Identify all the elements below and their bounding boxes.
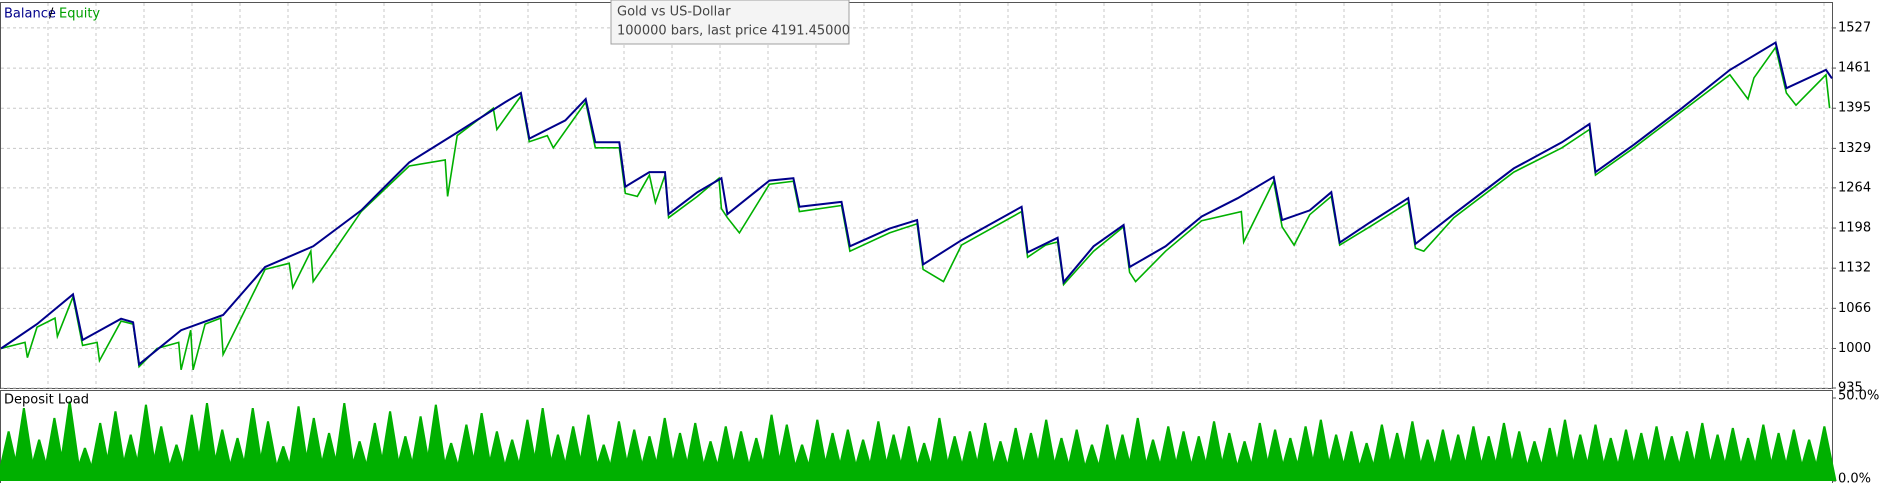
load-spike xyxy=(194,402,220,481)
tooltip-title: Gold vs US-Dollar xyxy=(617,5,731,20)
y-tick-label: 1066 xyxy=(1838,301,1871,316)
load-spike xyxy=(1217,432,1242,481)
load-spike xyxy=(805,419,830,481)
load-spike xyxy=(1644,426,1669,481)
load-spike xyxy=(1033,419,1059,481)
load-spike xyxy=(11,407,37,481)
load-spike xyxy=(1491,422,1517,481)
load-spike xyxy=(1552,419,1578,481)
y-tick-label: 1329 xyxy=(1838,141,1871,156)
load-spike xyxy=(1506,431,1532,481)
load-spike xyxy=(1751,424,1776,481)
load-spike xyxy=(1171,431,1196,481)
y-tick-label: 50.0% xyxy=(1838,389,1879,404)
load-spike xyxy=(133,404,159,481)
load-spike xyxy=(1400,421,1425,481)
y-tick-label: 1461 xyxy=(1838,61,1871,76)
load-spike xyxy=(774,424,800,481)
y-tick-label: 935 xyxy=(1838,381,1863,396)
tooltip: Gold vs US-Dollar 100000 bars, last pric… xyxy=(610,0,850,45)
panel-title: Deposit Load xyxy=(4,393,89,408)
tooltip-text: 100000 bars, last price 4191.45000 xyxy=(617,24,850,39)
y-tick-label: 1395 xyxy=(1838,101,1871,116)
load-spike xyxy=(57,401,82,481)
legend-balance: Balance xyxy=(4,7,56,22)
y-tick-label: 1000 xyxy=(1838,341,1871,356)
load-spike xyxy=(1247,422,1273,481)
load-spike xyxy=(1095,424,1120,481)
load-spike xyxy=(240,407,265,481)
load-spike xyxy=(835,429,861,481)
load-spike xyxy=(255,421,281,481)
load-spike xyxy=(1003,427,1028,481)
y-tick-label: 1132 xyxy=(1838,261,1871,276)
load-spike xyxy=(1339,431,1364,481)
legend-equity: Equity xyxy=(59,7,100,22)
tooltip-box xyxy=(610,0,850,45)
load-spike xyxy=(1125,417,1150,481)
legend-separator: / xyxy=(49,7,54,22)
load-spike xyxy=(1720,427,1746,481)
y-tick-label: 1527 xyxy=(1838,20,1871,35)
load-spike xyxy=(972,422,998,481)
load-spike xyxy=(286,406,311,481)
load-spike xyxy=(210,429,235,481)
load-spike xyxy=(713,426,738,481)
series-line xyxy=(0,40,1833,367)
load-spike xyxy=(332,402,357,481)
load-spike xyxy=(530,407,555,481)
y-tick-label: 1264 xyxy=(1838,180,1871,195)
load-spike xyxy=(1461,426,1486,481)
load-spike xyxy=(423,404,449,481)
load-spike xyxy=(1781,429,1807,481)
load-spike xyxy=(1430,429,1456,481)
load-spike xyxy=(484,431,510,481)
load-spike xyxy=(927,417,952,481)
load-spike xyxy=(576,414,601,481)
load-spike xyxy=(1201,421,1227,481)
load-spike xyxy=(606,421,632,481)
load-spike xyxy=(1369,424,1395,481)
load-spike xyxy=(1812,426,1837,481)
load-spike xyxy=(1308,419,1334,481)
load-spike xyxy=(103,411,128,481)
load-spike xyxy=(728,431,754,481)
y-tick-label: 0.0% xyxy=(1838,472,1871,483)
load-spike xyxy=(759,414,784,481)
load-spike xyxy=(1583,424,1608,481)
load-spike xyxy=(1156,426,1181,481)
load-spike xyxy=(1262,429,1288,481)
load-spike xyxy=(652,417,677,481)
load-spike xyxy=(683,422,708,481)
main-frame xyxy=(0,2,1833,389)
load-spike xyxy=(866,421,891,481)
load-spike xyxy=(377,411,403,481)
load-spike xyxy=(622,429,647,481)
load-spike xyxy=(469,412,494,481)
load-spike xyxy=(301,417,327,481)
load-spike xyxy=(1064,429,1089,481)
load-spike xyxy=(896,426,922,481)
y-tick-label: 1198 xyxy=(1838,221,1871,236)
load-spike xyxy=(1690,422,1715,481)
load-spike xyxy=(149,426,174,481)
